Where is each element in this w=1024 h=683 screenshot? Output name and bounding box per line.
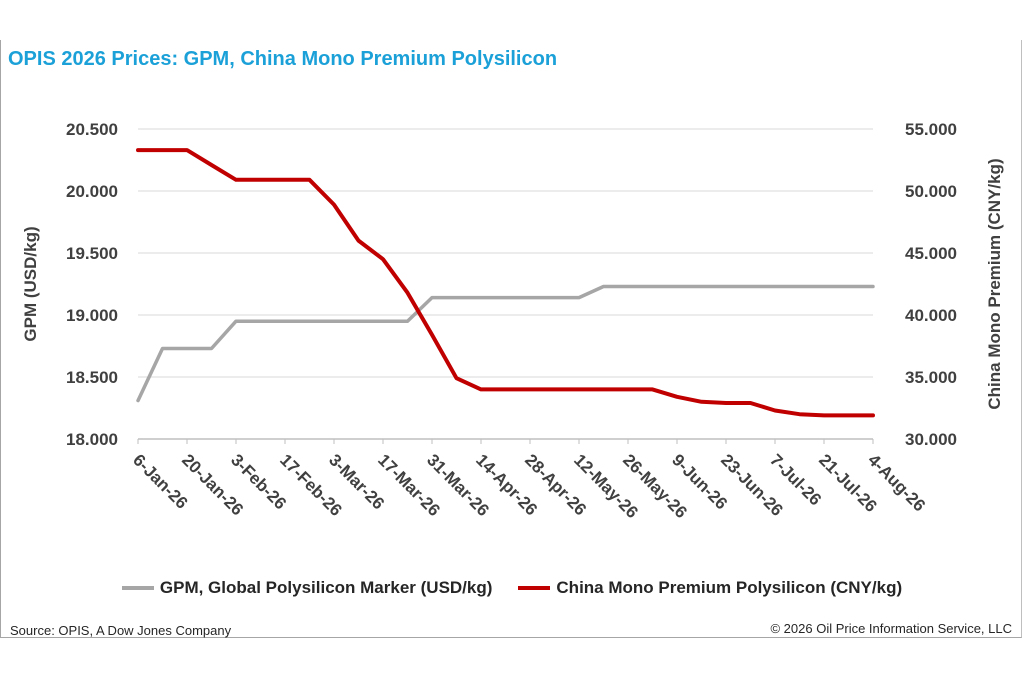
y-right-tick-label: 40.000	[905, 306, 957, 325]
y-left-tick-label: 20.000	[66, 182, 118, 201]
y-right-axis-title: China Mono Premium (CNY/kg)	[985, 158, 1004, 409]
y-left-axis-title: GPM (USD/kg)	[21, 226, 40, 341]
y-left-tick-label: 19.500	[66, 244, 118, 263]
y-left-tick-label: 19.000	[66, 306, 118, 325]
legend: GPM, Global Polysilicon Marker (USD/kg) …	[0, 578, 1024, 598]
legend-swatch-china	[518, 586, 551, 590]
legend-label-china: China Mono Premium Polysilicon (CNY/kg)	[556, 578, 903, 597]
y-right-tick-label: 50.000	[905, 182, 957, 201]
chart-title: OPIS 2026 Prices: GPM, China Mono Premiu…	[8, 48, 558, 70]
y-left-tick-label: 18.500	[66, 368, 118, 387]
copyright-note: © 2026 Oil Price Information Service, LL…	[770, 621, 1012, 636]
source-note: Source: OPIS, A Dow Jones Company	[10, 623, 232, 638]
y-right-tick-label: 45.000	[905, 244, 957, 263]
y-right-tick-label: 35.000	[905, 368, 957, 387]
legend-item-china: China Mono Premium Polysilicon (CNY/kg)	[518, 578, 902, 598]
series-line-china	[136, 148, 875, 418]
legend-item-gpm: GPM, Global Polysilicon Marker (USD/kg)	[121, 578, 493, 598]
y-left-tick-label: 18.000	[66, 430, 118, 449]
y-left-tick-label: 20.500	[66, 120, 118, 139]
legend-label-gpm: GPM, Global Polysilicon Marker (USD/kg)	[159, 578, 493, 597]
series-line-gpm	[136, 284, 875, 403]
y-right-tick-label: 55.000	[905, 120, 957, 139]
legend-swatch-gpm	[121, 586, 154, 590]
chart-frame	[0, 40, 1022, 638]
y-right-tick-label: 30.000	[905, 430, 957, 449]
